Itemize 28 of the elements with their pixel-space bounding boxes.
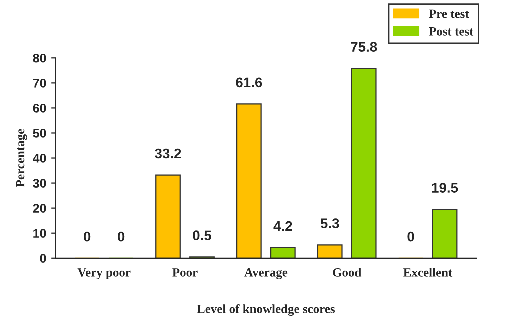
x-tick-label: Good [333,268,362,277]
data-label: 4.2 [274,221,292,232]
x-tick-label: Excellent [404,268,453,277]
x-tick-label: Poor [172,268,198,277]
x-axis-title: Level of knowledge scores [197,304,336,316]
y-tick-label: 50 [33,129,46,138]
y-tick-label: 70 [33,78,46,88]
legend-label: Pre test [429,10,470,18]
y-tick-label: 0 [40,254,46,264]
y-tick-label: 10 [34,229,46,238]
data-label: 0.5 [193,230,212,241]
y-tick-label: 40 [33,154,46,163]
legend-label: Post test [429,28,474,36]
data-label: 0 [118,232,125,242]
y-tick-label: 30 [33,179,46,188]
data-label: 61.6 [236,78,262,88]
data-label: 75.8 [351,42,378,52]
data-label: 5.3 [320,218,340,229]
data-label: 0 [408,232,414,242]
y-tick-label: 80 [33,54,46,63]
data-label: 0 [84,232,91,242]
y-axis-title: Percentage [16,129,28,188]
y-tick-label: 20 [33,204,46,213]
x-tick-label: Very poor [78,268,131,280]
y-tick-label: 60 [33,104,46,113]
data-label: 33.2 [155,148,182,159]
data-label: 19.5 [432,183,458,193]
x-tick-label: Average [244,268,288,280]
